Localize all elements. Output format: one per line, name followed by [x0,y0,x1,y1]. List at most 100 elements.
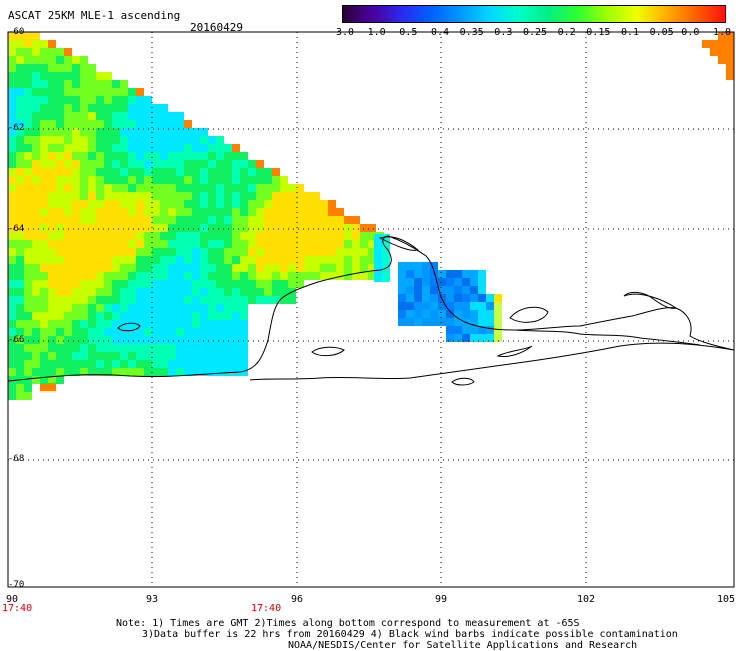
swath-cell [64,296,72,304]
swath-cell [112,344,120,352]
swath-cell [454,334,462,342]
swath-cell [40,72,48,80]
swath-cell [128,352,136,360]
swath-cell [80,216,88,224]
swath-cell [72,256,80,264]
swath-cell [120,216,128,224]
swath-cell [264,248,272,256]
swath-cell [208,288,216,296]
swath-cell [104,96,112,104]
swath-cell [438,270,446,278]
swath-cell [168,216,176,224]
swath-cell [374,274,382,282]
swath-cell [200,344,208,352]
swath-cell [48,200,56,208]
swath-cell [320,232,328,240]
swath-cell [104,224,112,232]
swath-cell [120,328,128,336]
swath-cell [40,352,48,360]
swath-cell [24,216,32,224]
swath-cell [80,296,88,304]
swath-cell [96,264,104,272]
swath-cell [446,334,454,342]
swath-cell [240,168,248,176]
swath-cell [48,248,56,256]
swath-cell [192,128,200,136]
swath-cell [192,208,200,216]
swath-cell [272,296,280,304]
swath-cell [208,240,216,248]
swath-cell [8,80,16,88]
swath-cell [136,352,144,360]
swath-cell [128,136,136,144]
swath-cell [112,352,120,360]
swath-cell [264,264,272,272]
swath-cell [112,216,120,224]
swath-cell [232,304,240,312]
swath-cell [192,232,200,240]
swath-cell [16,392,24,400]
swath-cell [352,224,360,232]
swath-cell [80,112,88,120]
swath-cell [280,216,288,224]
swath-cell [176,200,184,208]
swath-cell [112,112,120,120]
swath-cell [88,208,96,216]
swath-cell [264,192,272,200]
swath-cell [120,120,128,128]
swath-cell [40,336,48,344]
swath-cell [24,280,32,288]
swath-cell [192,256,200,264]
swath-cell [406,302,414,310]
swath-cell [24,224,32,232]
swath-cell [256,232,264,240]
swath-cell [216,312,224,320]
swath-cell [232,352,240,360]
swath-cell [112,336,120,344]
swath-cell [112,304,120,312]
swath-cell [120,208,128,216]
swath-cell [16,280,24,288]
swath-cell [88,232,96,240]
swath-cell [120,264,128,272]
swath-cell [304,272,312,280]
swath-cell [248,224,256,232]
swath-cell [176,336,184,344]
swath-cell [40,296,48,304]
swath-cell [80,176,88,184]
swath-cell [168,328,176,336]
swath-cell [192,168,200,176]
swath-cell [152,216,160,224]
swath-cell [64,256,72,264]
swath-cell [72,288,80,296]
swath-cell [312,200,320,208]
swath-cell [64,176,72,184]
swath-cell [120,200,128,208]
swath-cell [112,288,120,296]
swath-cell [96,144,104,152]
swath-cell [96,176,104,184]
swath-cell [40,144,48,152]
swath-cell [192,200,200,208]
swath-cell [112,232,120,240]
swath-cell [8,288,16,296]
swath-cell [24,320,32,328]
swath-cell [72,296,80,304]
swath-cell [96,136,104,144]
swath-cell [128,328,136,336]
swath-cell [184,296,192,304]
swath-cell [136,232,144,240]
swath-cell [152,224,160,232]
swath-cell [160,112,168,120]
swath-cell [56,104,64,112]
swath-cell [88,176,96,184]
swath-cell [48,136,56,144]
swath-cell [152,120,160,128]
swath-cell [328,272,336,280]
swath-cell [398,262,406,270]
swath-cell [328,240,336,248]
swath-cell [240,312,248,320]
swath-cell [120,136,128,144]
swath-cell [136,216,144,224]
swath-cell [64,88,72,96]
